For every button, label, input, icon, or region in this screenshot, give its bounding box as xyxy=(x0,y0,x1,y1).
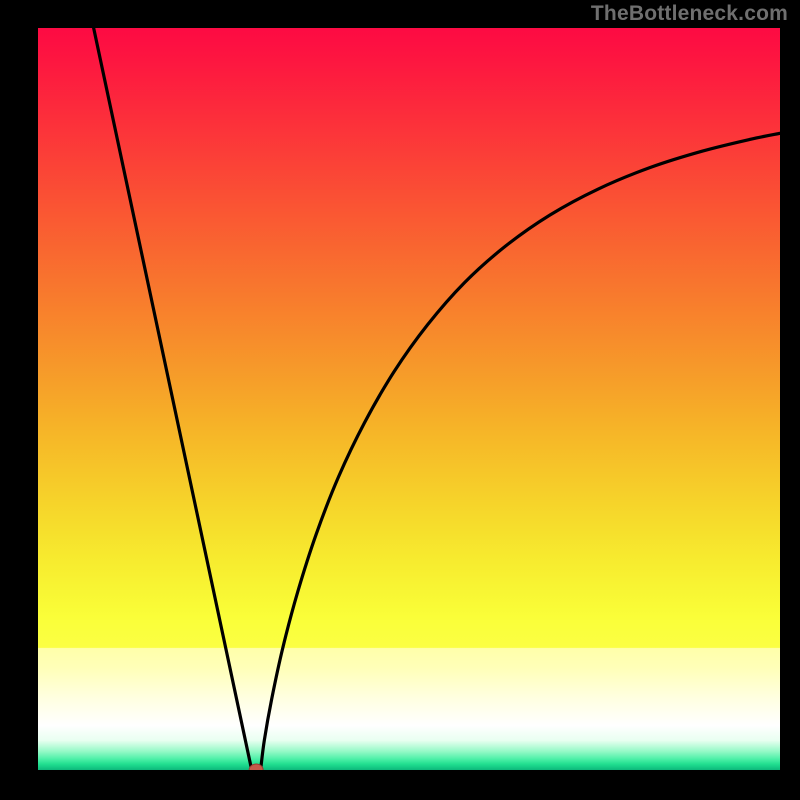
gradient-background xyxy=(38,28,780,770)
plot-area xyxy=(38,28,780,770)
chart-stage: TheBottleneck.com xyxy=(0,0,800,800)
plot-svg xyxy=(38,28,780,770)
attribution-text: TheBottleneck.com xyxy=(591,2,788,26)
